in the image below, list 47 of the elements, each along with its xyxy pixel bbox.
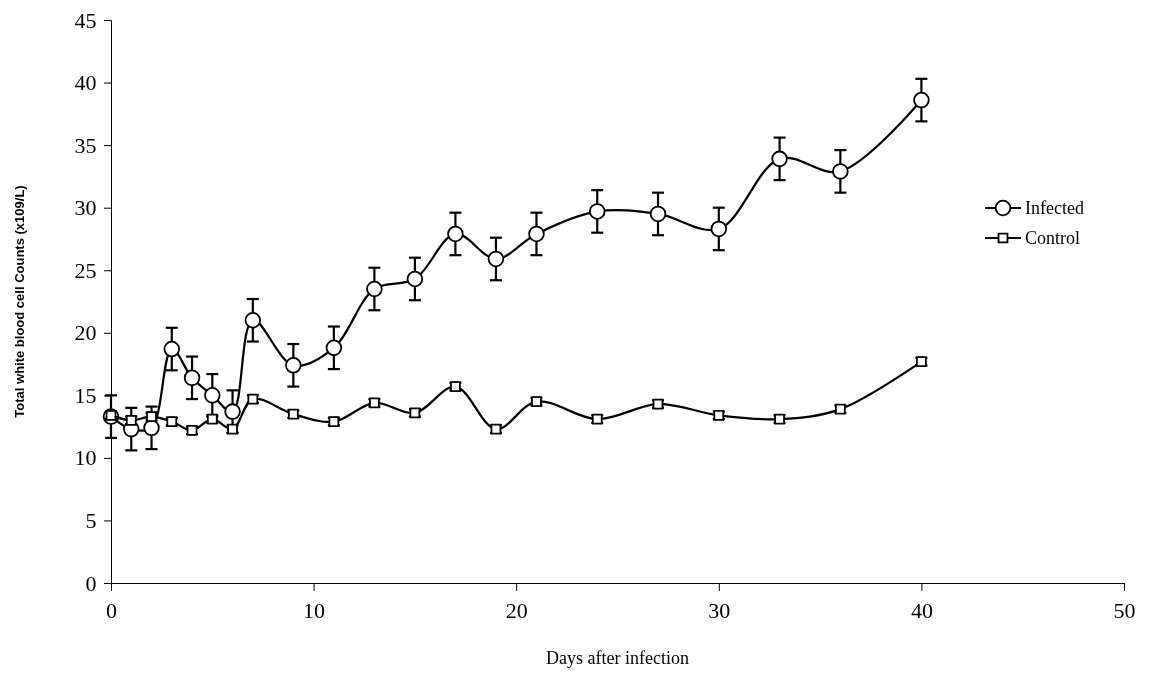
point (406, 270, 424, 288)
point (450, 381, 461, 392)
x-tick-label: 0 (106, 598, 117, 624)
point (528, 225, 545, 243)
point (285, 357, 302, 374)
point (710, 220, 728, 238)
legend-label: Control (1025, 228, 1081, 248)
y-tick-label: 5 (85, 507, 97, 533)
point (531, 396, 542, 407)
point (143, 419, 160, 437)
y-tick-label: 10 (74, 445, 97, 471)
point (588, 203, 606, 220)
x-tick-label: 20 (505, 598, 528, 624)
x-tick-label: 40 (910, 598, 933, 624)
point (186, 424, 198, 436)
point (490, 423, 502, 435)
point (652, 398, 664, 410)
point (146, 411, 157, 422)
point (163, 340, 181, 358)
x-axis-title: Days after infection (546, 648, 689, 668)
point (325, 339, 343, 357)
point (409, 407, 421, 419)
point (913, 91, 930, 109)
y-tick-label: 15 (74, 382, 97, 408)
y-axis-title: Total white blood cell Counts (x109/L) (12, 185, 27, 418)
y-tick-label: 35 (74, 132, 97, 158)
x-tick-label: 30 (708, 598, 731, 624)
point (487, 250, 505, 268)
y-tick-label: 0 (85, 570, 97, 596)
y-tick-label: 45 (74, 7, 97, 33)
y-tick-label: 25 (74, 257, 97, 283)
point (166, 416, 178, 427)
point (244, 312, 262, 329)
point (771, 150, 788, 168)
point (204, 387, 221, 404)
x-tick-label: 50 (1113, 598, 1136, 624)
point (183, 369, 201, 387)
y-tick-label: 30 (74, 195, 97, 221)
point (649, 205, 667, 223)
point (366, 280, 383, 298)
point (224, 403, 241, 420)
y-tick-label: 40 (74, 70, 97, 96)
point (447, 225, 464, 243)
x-tick-label: 10 (303, 598, 326, 624)
point (832, 163, 849, 180)
y-tick-label: 20 (74, 320, 97, 346)
legend-label: Infected (1025, 198, 1084, 218)
